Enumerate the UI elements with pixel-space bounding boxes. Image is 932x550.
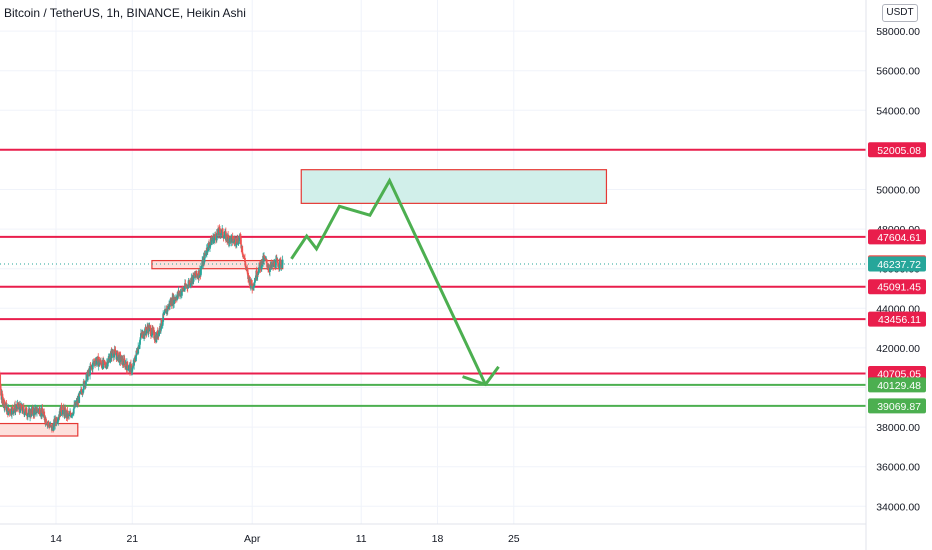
price-level-label: 43456.11 xyxy=(878,314,921,326)
candle-body xyxy=(131,368,133,371)
time-tick-label: 25 xyxy=(508,533,520,545)
candle-body xyxy=(242,253,244,255)
price-tick-label: 36000.00 xyxy=(876,462,920,474)
price-level-label: 39069.87 xyxy=(877,401,921,413)
candle-body xyxy=(266,259,268,263)
price-tick-label: 38000.00 xyxy=(876,422,920,434)
candle-body xyxy=(282,260,284,265)
price-tick-label: 58000.00 xyxy=(876,26,920,38)
time-tick-label: 14 xyxy=(50,533,62,545)
price-level-label: 52005.08 xyxy=(877,145,921,157)
price-tick-label: 54000.00 xyxy=(876,105,920,117)
time-tick-label: 18 xyxy=(432,533,444,545)
price-tick-label: 56000.00 xyxy=(876,66,920,78)
zone-rectangle xyxy=(0,424,78,436)
price-level-label: 47604.61 xyxy=(877,232,921,244)
zone-rectangle xyxy=(301,170,606,204)
price-level-label: 40129.48 xyxy=(877,380,921,392)
price-tick-label: 50000.00 xyxy=(876,185,920,197)
current-price-label: 46237.72 xyxy=(877,259,921,271)
currency-unit-button[interactable]: USDT xyxy=(882,4,918,22)
time-tick-label: 11 xyxy=(356,533,367,545)
time-tick-label: Apr xyxy=(244,533,261,545)
time-tick-label: 21 xyxy=(126,533,138,545)
candle-body xyxy=(164,312,166,313)
price-tick-label: 34000.00 xyxy=(876,501,920,513)
price-level-label: 45091.45 xyxy=(877,282,921,294)
candle-body xyxy=(85,381,87,386)
projection-path xyxy=(291,181,485,385)
chart-title: Bitcoin / TetherUS, 1h, BINANCE, Heikin … xyxy=(4,6,246,20)
price-tick-label: 42000.00 xyxy=(876,343,920,355)
